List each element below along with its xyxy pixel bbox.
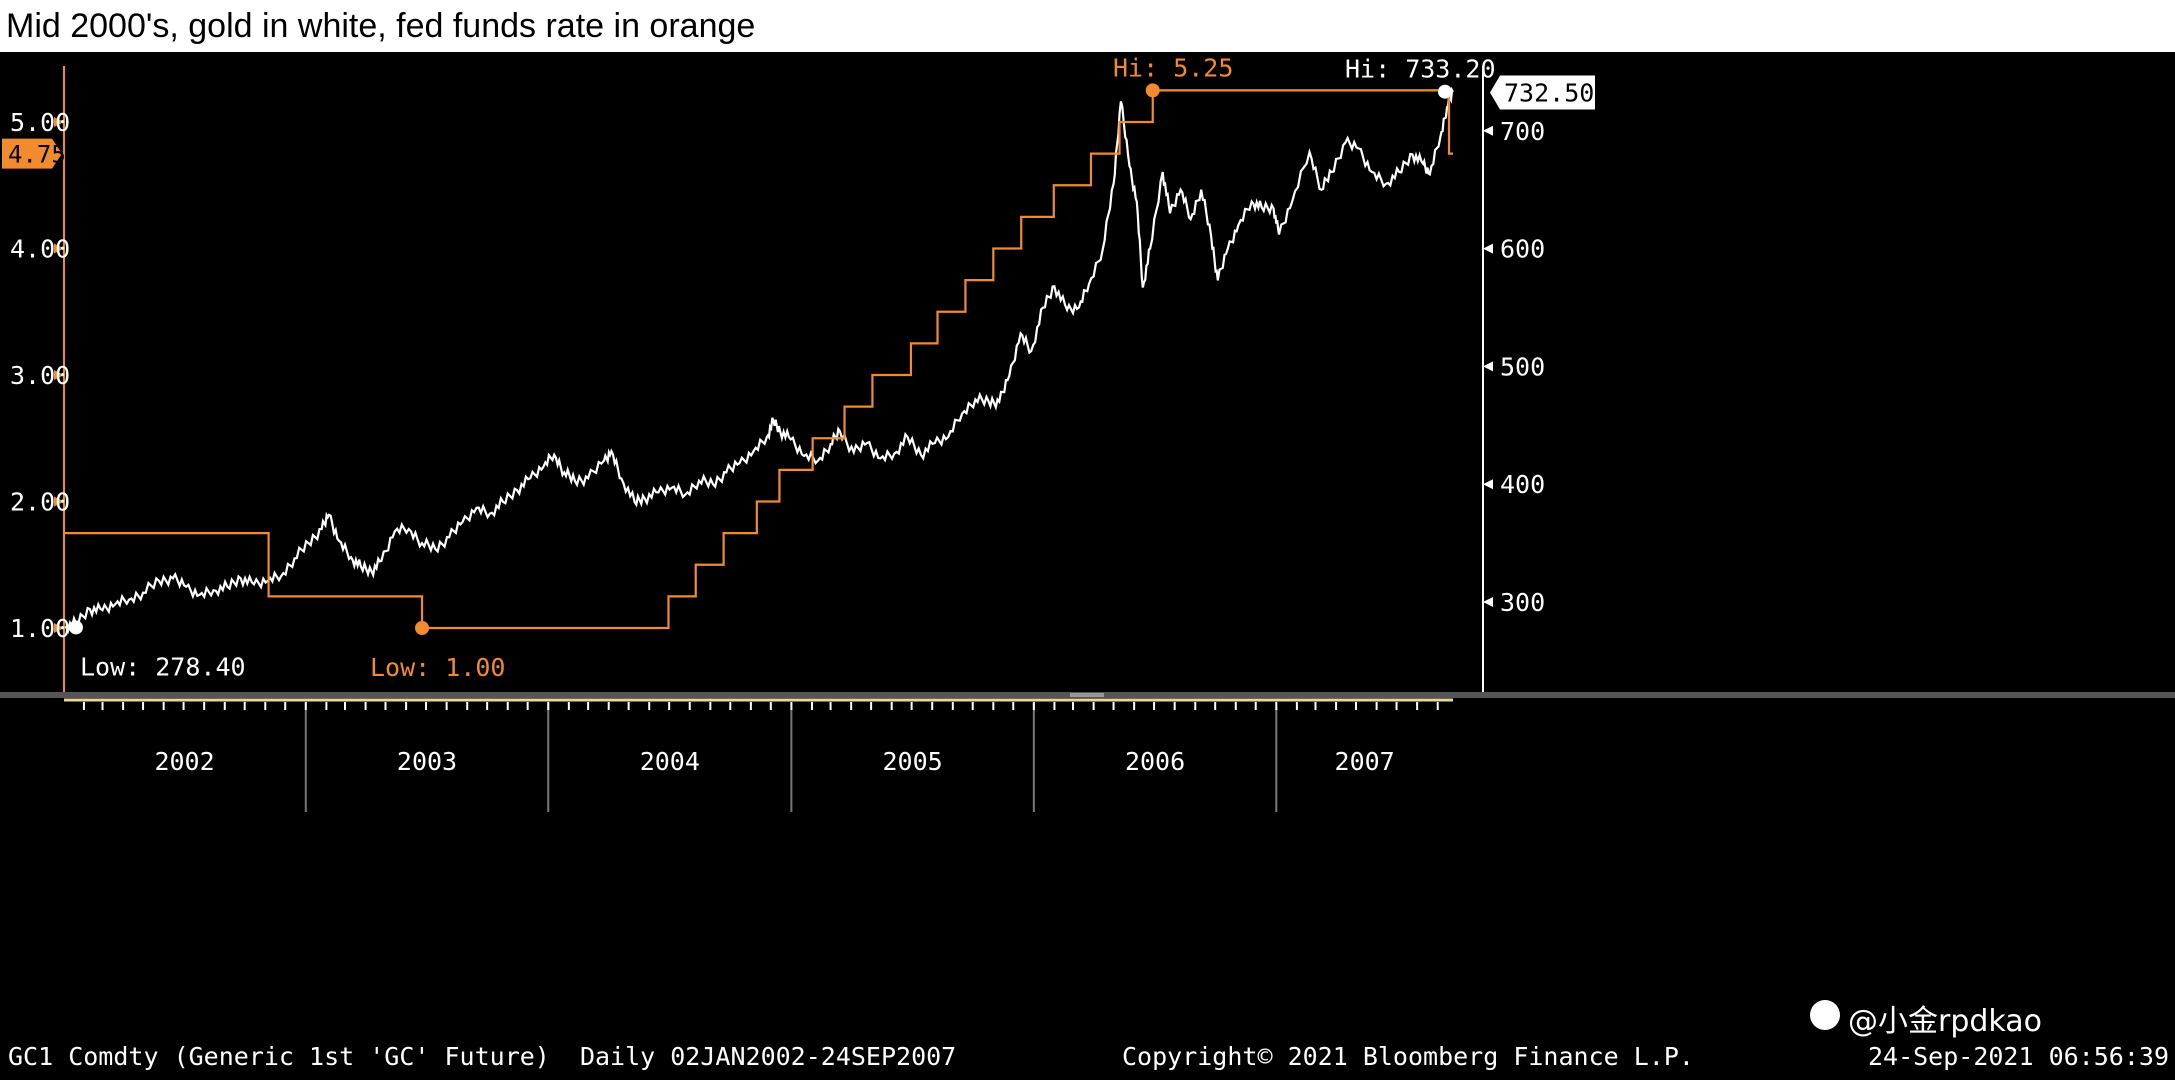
x-tick-label: 2005 — [883, 747, 943, 776]
gold-low-marker — [68, 620, 83, 635]
right-tick-label: 600 — [1500, 235, 1545, 264]
right-tick-marker — [1483, 361, 1493, 372]
splitter-handle — [1070, 693, 1104, 697]
right-tick-marker — [1483, 125, 1493, 136]
gold-low-label: Low: 278.40 — [80, 652, 246, 681]
chart-svg: 1.00 2.00 3.00 4.00 5.00 4.75 300 400 500 600 700 7… — [0, 52, 2175, 1080]
fed-last-value-label: 4.75 — [8, 141, 66, 169]
left-tick-marker — [54, 243, 64, 254]
right-tick-label: 400 — [1500, 470, 1545, 499]
fed-low-label: Low: 1.00 — [370, 653, 505, 682]
right-tick-label: 300 — [1500, 588, 1545, 617]
label-layer: Low: 278.40 Low: 1.00 Hi: 5.25 Hi: 733.20 — [68, 53, 1496, 682]
chart-background — [0, 52, 2175, 1080]
chart: 1.00 2.00 3.00 4.00 5.00 4.75 300 400 500 600 700 7… — [0, 52, 2175, 1080]
right-tick-marker — [1483, 597, 1493, 607]
left-tick-marker — [54, 496, 64, 507]
series-layer — [63, 86, 1454, 635]
axis-layer: 1.00 2.00 3.00 4.00 5.00 4.75 300 400 500 600 700 7… — [0, 66, 2175, 812]
gold-price-line — [63, 86, 1454, 635]
left-tick-label: 4.00 — [10, 235, 70, 264]
watermark-logo-icon — [1810, 1000, 1840, 1030]
left-tick-label: 5.00 — [10, 108, 70, 137]
footer-copyright: Copyright© 2021 Bloomberg Finance L.P. — [1122, 1042, 1694, 1071]
x-tick-label: 2006 — [1125, 747, 1185, 776]
right-tick-marker — [1483, 479, 1493, 490]
x-tick-label: 2003 — [397, 747, 457, 776]
x-tick-label: 2002 — [154, 747, 214, 776]
right-tick-label: 500 — [1500, 352, 1545, 381]
footer-ticker: GC1 Comdty (Generic 1st 'GC' Future) Dai… — [8, 1042, 957, 1071]
left-tick-label: 1.00 — [10, 614, 70, 643]
right-tick-marker — [1483, 243, 1493, 254]
fed-last-value-badge — [2, 138, 62, 169]
gold-high-marker — [1438, 84, 1452, 99]
x-tick-label: 2004 — [640, 747, 700, 776]
watermark: @小金rpdkao — [1848, 1004, 2043, 1039]
left-tick-marker — [54, 117, 64, 127]
page-title: Mid 2000's, gold in white, fed funds rat… — [6, 7, 756, 45]
right-tick-label: 700 — [1500, 117, 1545, 146]
gold-last-value-badge — [1490, 75, 1595, 110]
fed-high-label: Hi: 5.25 — [1113, 53, 1233, 82]
left-tick-marker — [54, 623, 64, 633]
fed-low-marker — [415, 621, 430, 635]
fed-funds-line — [64, 89, 1453, 630]
left-tick-label: 3.00 — [10, 361, 70, 390]
x-tick-label: 2007 — [1335, 747, 1395, 776]
left-tick-label: 2.00 — [10, 488, 70, 517]
gold-last-value-label: 732.50 — [1504, 79, 1594, 108]
gold-high-label: Hi: 733.20 — [1345, 55, 1496, 84]
footer-timestamp: 24-Sep-2021 06:56:39 — [1867, 1042, 2169, 1071]
left-tick-marker — [54, 370, 64, 380]
